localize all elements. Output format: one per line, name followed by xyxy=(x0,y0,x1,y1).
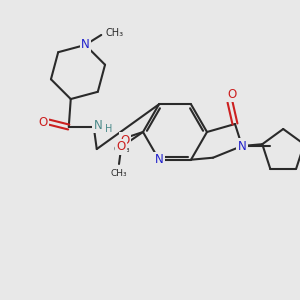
Text: CH₃: CH₃ xyxy=(111,169,127,178)
Text: CH₃: CH₃ xyxy=(105,28,123,38)
Text: CH₃: CH₃ xyxy=(114,146,130,154)
Text: N: N xyxy=(81,38,90,52)
Text: O: O xyxy=(227,88,237,100)
Text: O: O xyxy=(116,140,126,154)
Text: N: N xyxy=(93,118,102,131)
Text: O: O xyxy=(38,116,47,128)
Text: N: N xyxy=(238,140,246,152)
Text: H: H xyxy=(105,124,112,134)
Text: N: N xyxy=(154,153,164,166)
Text: O: O xyxy=(120,134,130,146)
